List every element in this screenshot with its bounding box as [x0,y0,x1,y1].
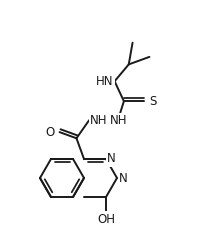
Text: N: N [119,172,128,185]
Text: OH: OH [97,213,115,226]
Text: NH: NH [110,114,127,127]
Text: O: O [45,126,54,139]
Text: HN: HN [96,75,114,88]
Text: S: S [149,95,156,108]
Text: NH: NH [90,114,108,127]
Text: N: N [107,153,116,166]
